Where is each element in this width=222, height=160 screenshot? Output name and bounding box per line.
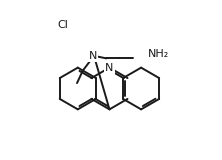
Text: Cl: Cl	[57, 20, 68, 30]
Text: N: N	[105, 63, 114, 73]
Text: N: N	[89, 51, 97, 61]
Text: NH₂: NH₂	[148, 49, 169, 59]
